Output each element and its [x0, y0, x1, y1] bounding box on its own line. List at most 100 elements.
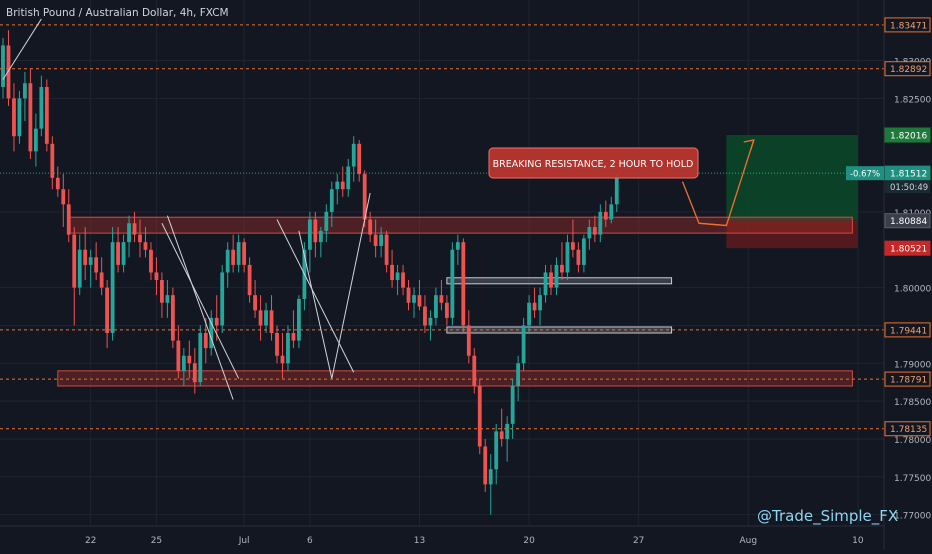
candle-up[interactable] [450, 249, 455, 318]
candle-down[interactable] [61, 189, 66, 205]
candle-up[interactable] [307, 219, 312, 250]
candle-down[interactable] [362, 174, 367, 220]
candle-up[interactable] [264, 310, 268, 326]
candle-down[interactable] [368, 219, 373, 235]
candle-down[interactable] [373, 234, 378, 246]
candle-up[interactable] [225, 249, 230, 273]
candle-up[interactable] [297, 298, 301, 341]
candle-up[interactable] [412, 295, 416, 303]
candle-up[interactable] [521, 325, 526, 364]
price-label[interactable]: 1.83471 [884, 17, 931, 33]
trendline[interactable] [276, 219, 355, 373]
resistance-zone[interactable] [68, 216, 853, 234]
take-profit-zone[interactable] [726, 135, 858, 221]
annotation-box[interactable] [488, 147, 699, 179]
candle-up[interactable] [538, 295, 542, 311]
candle-down[interactable] [138, 234, 142, 243]
candle-up[interactable] [121, 242, 126, 265]
resistance-zone[interactable] [57, 370, 853, 387]
candle-up[interactable] [581, 238, 586, 265]
candle-up[interactable] [543, 272, 548, 296]
candle-down[interactable] [499, 431, 504, 439]
candle-down[interactable] [477, 385, 482, 447]
candle-up[interactable] [1, 45, 5, 88]
candle-down[interactable] [576, 249, 581, 265]
candle-down[interactable] [423, 306, 427, 326]
candle-down[interactable] [592, 227, 597, 235]
trendline[interactable] [166, 215, 234, 400]
candle-down[interactable] [269, 310, 274, 334]
candle-up[interactable] [395, 272, 400, 281]
candle-up[interactable] [209, 317, 214, 349]
trendline[interactable] [331, 192, 371, 379]
candle-down[interactable] [99, 272, 104, 288]
candle-up[interactable] [236, 242, 241, 265]
candle-up[interactable] [33, 128, 38, 152]
candle-up[interactable] [324, 211, 329, 231]
candle-up[interactable] [23, 83, 27, 99]
candle-down[interactable] [154, 272, 159, 281]
candle-down[interactable] [258, 310, 263, 326]
candle-down[interactable] [203, 333, 208, 349]
candle-down[interactable] [72, 234, 77, 288]
projection-arrow[interactable] [698, 139, 755, 227]
candle-up[interactable] [17, 98, 22, 137]
candle-up[interactable] [609, 204, 614, 220]
candle-down[interactable] [313, 219, 318, 243]
candle-down[interactable] [603, 211, 608, 220]
candle-down[interactable] [417, 295, 422, 307]
candle-down[interactable] [439, 295, 444, 303]
annotation-callout[interactable]: BREAKING RESISTANCE, 2 HOUR TO HOLD [488, 147, 699, 179]
candle-up[interactable] [39, 87, 44, 129]
candle-up[interactable] [587, 227, 592, 239]
candle-down[interactable] [55, 177, 60, 190]
trendline[interactable] [2, 18, 42, 80]
candle-up[interactable] [434, 295, 438, 318]
candle-up[interactable] [351, 143, 356, 167]
candle-down[interactable] [116, 242, 120, 265]
trendline[interactable] [161, 223, 240, 379]
candle-down[interactable] [50, 143, 55, 178]
candle-down[interactable] [461, 242, 466, 326]
candle-down[interactable] [12, 98, 16, 137]
price-label[interactable]: 1.81512 -0.67% 01:50:49 [846, 165, 931, 194]
candle-down[interactable] [160, 280, 164, 303]
candle-down[interactable] [44, 87, 49, 144]
candle-up[interactable] [379, 234, 384, 246]
candle-up[interactable] [428, 317, 433, 326]
candle-down[interactable] [483, 446, 488, 485]
trendline[interactable] [298, 230, 333, 379]
candle-up[interactable] [88, 257, 93, 265]
candle-down[interactable] [549, 272, 553, 288]
candle-up[interactable] [346, 166, 351, 190]
candle-down[interactable] [149, 249, 153, 273]
candle-up[interactable] [318, 230, 323, 243]
candle-down[interactable] [242, 242, 247, 265]
candle-up[interactable] [77, 249, 82, 288]
candle-up[interactable] [505, 423, 510, 439]
price-label[interactable]: 1.80884 [884, 213, 931, 229]
candle-down[interactable] [401, 272, 405, 288]
candle-down[interactable] [406, 287, 411, 303]
candle-down[interactable] [83, 249, 88, 265]
candle-up[interactable] [527, 302, 531, 326]
candle-down[interactable] [143, 242, 148, 250]
candle-up[interactable] [110, 242, 115, 334]
candle-down[interactable] [170, 295, 175, 341]
candle-down[interactable] [214, 317, 219, 326]
candle-down[interactable] [384, 234, 389, 265]
candle-up[interactable] [554, 264, 559, 288]
candle-up[interactable] [494, 431, 499, 470]
candle-down[interactable] [560, 264, 564, 273]
candle-down[interactable] [105, 287, 110, 334]
candle-down[interactable] [6, 45, 11, 99]
consolidation-zone[interactable] [446, 277, 673, 285]
candle-down[interactable] [253, 295, 257, 311]
price-label[interactable]: 1.78135 [884, 421, 931, 437]
candle-down[interactable] [187, 355, 192, 364]
stop-loss-zone[interactable] [726, 220, 858, 249]
candle-up[interactable] [614, 177, 619, 205]
price-label[interactable]: 1.80521 [884, 240, 931, 256]
candle-up[interactable] [598, 211, 603, 235]
